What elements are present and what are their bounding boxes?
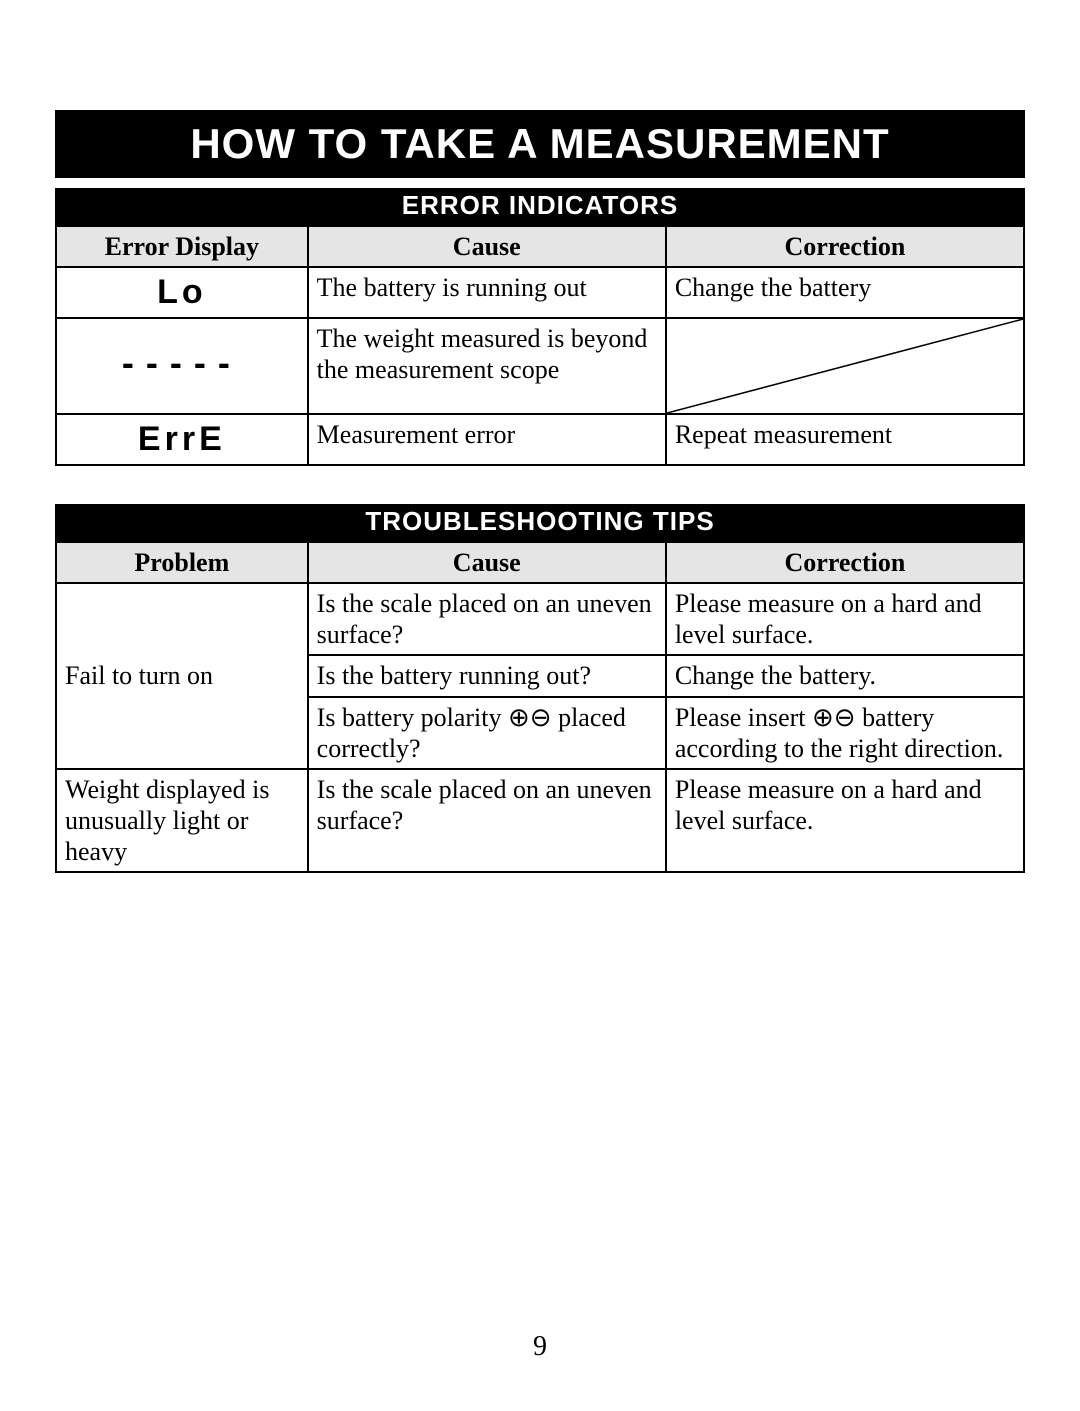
- correction-cell: Please measure on a hard and level surfa…: [666, 583, 1024, 655]
- dashes-text: -----: [122, 342, 242, 383]
- troubleshooting-title: TROUBLESHOOTING TIPS: [55, 504, 1025, 541]
- problem-cell: Weight displayed is unusually light or h…: [56, 769, 308, 873]
- correction-slash-cell: [666, 318, 1024, 414]
- col-cause: Cause: [308, 226, 666, 267]
- error-indicators-title: ERROR INDICATORS: [55, 188, 1025, 225]
- cause-cell: Is the battery running out?: [308, 655, 666, 696]
- manual-page: HOW TO TAKE A MEASUREMENT ERROR INDICATO…: [0, 0, 1080, 1411]
- cause-cell: Measurement error: [308, 414, 666, 465]
- seven-segment-text: ErrE: [138, 420, 226, 458]
- table-row: Weight displayed is unusually light or h…: [56, 769, 1024, 873]
- problem-cell: Fail to turn on: [56, 583, 308, 769]
- seven-segment-text: Lo: [157, 273, 207, 311]
- correction-cell: Please insert ⊕⊖ battery according to th…: [666, 697, 1024, 769]
- error-display-cell: ErrE: [56, 414, 308, 465]
- correction-cell: Repeat measurement: [666, 414, 1024, 465]
- col-correction: Correction: [666, 226, 1024, 267]
- col-problem: Problem: [56, 542, 308, 583]
- error-display-cell: Lo: [56, 267, 308, 318]
- correction-cell: Change the battery: [666, 267, 1024, 318]
- table-row: Lo The battery is running out Change the…: [56, 267, 1024, 318]
- page-number: 9: [0, 1331, 1080, 1363]
- col-error-display: Error Display: [56, 226, 308, 267]
- error-indicators-table: Error Display Cause Correction Lo The ba…: [55, 225, 1025, 466]
- error-display-cell: -----: [56, 318, 308, 414]
- table-row: Fail to turn on Is the scale placed on a…: [56, 583, 1024, 655]
- main-title: HOW TO TAKE A MEASUREMENT: [55, 110, 1025, 178]
- table-row: ErrE Measurement error Repeat measuremen…: [56, 414, 1024, 465]
- table-header-row: Problem Cause Correction: [56, 542, 1024, 583]
- cause-cell: Is the scale placed on an uneven surface…: [308, 769, 666, 873]
- cause-cell: The weight measured is beyond the measur…: [308, 318, 666, 414]
- table-header-row: Error Display Cause Correction: [56, 226, 1024, 267]
- col-cause: Cause: [308, 542, 666, 583]
- cause-cell: The battery is running out: [308, 267, 666, 318]
- cause-cell: Is battery polarity ⊕⊖ placed correctly?: [308, 697, 666, 769]
- col-correction: Correction: [666, 542, 1024, 583]
- troubleshooting-table: Problem Cause Correction Fail to turn on…: [55, 541, 1025, 874]
- table-row: ----- The weight measured is beyond the …: [56, 318, 1024, 414]
- cause-cell: Is the scale placed on an uneven surface…: [308, 583, 666, 655]
- correction-cell: Please measure on a hard and level surfa…: [666, 769, 1024, 873]
- correction-cell: Change the battery.: [666, 655, 1024, 696]
- diagonal-slash-icon: [667, 319, 1023, 413]
